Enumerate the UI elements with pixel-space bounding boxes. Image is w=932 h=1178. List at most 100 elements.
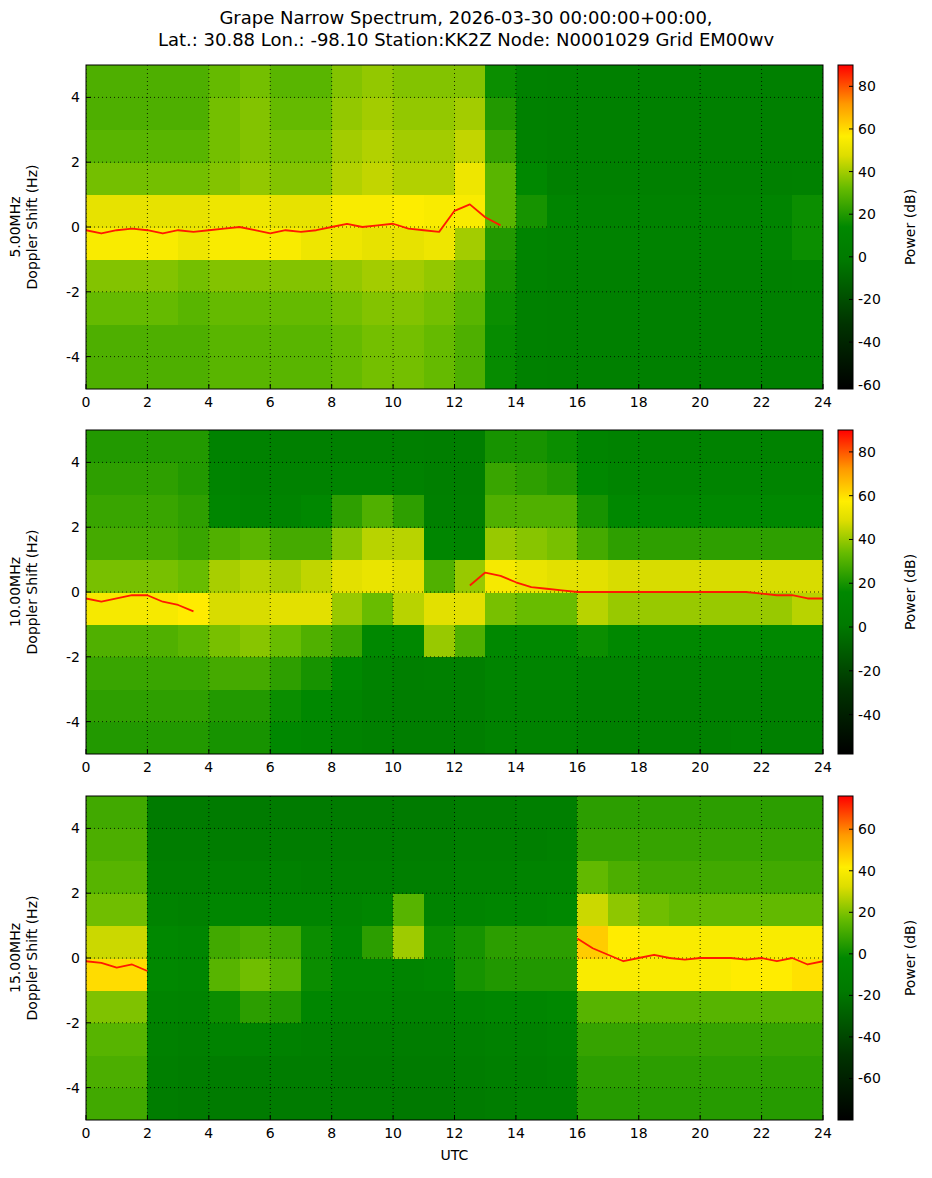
cell — [608, 430, 639, 463]
cell — [547, 430, 578, 463]
cell — [639, 592, 670, 625]
cell — [270, 527, 301, 560]
cell — [332, 162, 363, 195]
cell — [301, 130, 332, 163]
cell — [669, 357, 700, 389]
colorbar-tick — [849, 451, 853, 452]
cell — [86, 828, 117, 861]
cell — [669, 893, 700, 926]
cell — [301, 259, 332, 292]
cell — [455, 689, 486, 722]
cell — [393, 722, 424, 754]
cell — [762, 624, 793, 657]
cell — [731, 592, 762, 625]
cell — [516, 861, 547, 894]
cell — [178, 130, 209, 163]
cell — [117, 97, 148, 130]
x-tick-label: 12 — [446, 1125, 464, 1141]
cell — [117, 893, 148, 926]
x-tick — [147, 384, 148, 389]
cell — [332, 495, 363, 528]
cell — [117, 1023, 148, 1056]
cell — [516, 796, 547, 829]
cell — [639, 357, 670, 389]
cell — [485, 195, 516, 228]
cell — [577, 796, 608, 829]
x-tick-label: 0 — [82, 394, 91, 410]
cell — [485, 97, 516, 130]
cell — [577, 130, 608, 163]
cell — [516, 430, 547, 463]
cell — [700, 990, 731, 1023]
cell — [577, 958, 608, 991]
cell — [393, 130, 424, 163]
cell — [240, 292, 271, 325]
cell — [608, 1055, 639, 1088]
cell — [639, 722, 670, 754]
cell — [393, 462, 424, 495]
cell — [424, 689, 455, 722]
cell — [424, 861, 455, 894]
cell — [424, 430, 455, 463]
colorbar-tick-label: -40 — [858, 334, 881, 350]
cell — [147, 324, 178, 357]
cell — [700, 162, 731, 195]
cell — [209, 958, 240, 991]
x-tick — [454, 749, 455, 754]
cell — [577, 1088, 608, 1120]
colorbar-tick — [849, 539, 853, 540]
colorbar-tick — [849, 714, 853, 715]
cell — [547, 926, 578, 959]
cell — [608, 624, 639, 657]
x-tick — [331, 749, 332, 754]
cell — [516, 1088, 547, 1120]
cell — [362, 430, 393, 463]
y-tick — [86, 527, 91, 528]
cell — [577, 430, 608, 463]
cell — [86, 861, 117, 894]
cell — [762, 195, 793, 228]
cell — [270, 1023, 301, 1056]
cell — [516, 495, 547, 528]
cell — [455, 1055, 486, 1088]
colorbar — [838, 65, 853, 389]
cell — [455, 462, 486, 495]
cell — [547, 195, 578, 228]
cell — [608, 990, 639, 1023]
cell — [455, 958, 486, 991]
cell — [424, 462, 455, 495]
cell — [117, 227, 148, 260]
colorbar-title: Power (dB) — [902, 189, 918, 265]
cell — [270, 97, 301, 130]
y-axis-title-line: 15.00MHz — [7, 923, 23, 993]
cell — [332, 227, 363, 260]
cell — [209, 130, 240, 163]
y-axis-title: 15.00MHzDoppler Shift (Hz) — [7, 896, 40, 1021]
cell — [332, 65, 363, 98]
cell — [270, 357, 301, 389]
cell — [332, 1023, 363, 1056]
x-tick — [270, 749, 271, 754]
cell — [240, 990, 271, 1023]
cell — [577, 462, 608, 495]
x-tick — [147, 1115, 148, 1120]
cell — [547, 527, 578, 560]
cell — [669, 430, 700, 463]
cell — [332, 324, 363, 357]
cell — [547, 495, 578, 528]
cell — [547, 65, 578, 98]
cell — [639, 227, 670, 260]
cell — [332, 292, 363, 325]
cell — [485, 624, 516, 657]
cell — [86, 130, 117, 163]
cell — [147, 657, 178, 690]
cell — [178, 958, 209, 991]
cell — [424, 527, 455, 560]
y-tick-label: -2 — [66, 649, 80, 665]
cell — [86, 1088, 117, 1120]
cell — [240, 1023, 271, 1056]
cell — [393, 65, 424, 98]
grid-line — [86, 828, 823, 829]
cell — [731, 195, 762, 228]
cell — [669, 1023, 700, 1056]
